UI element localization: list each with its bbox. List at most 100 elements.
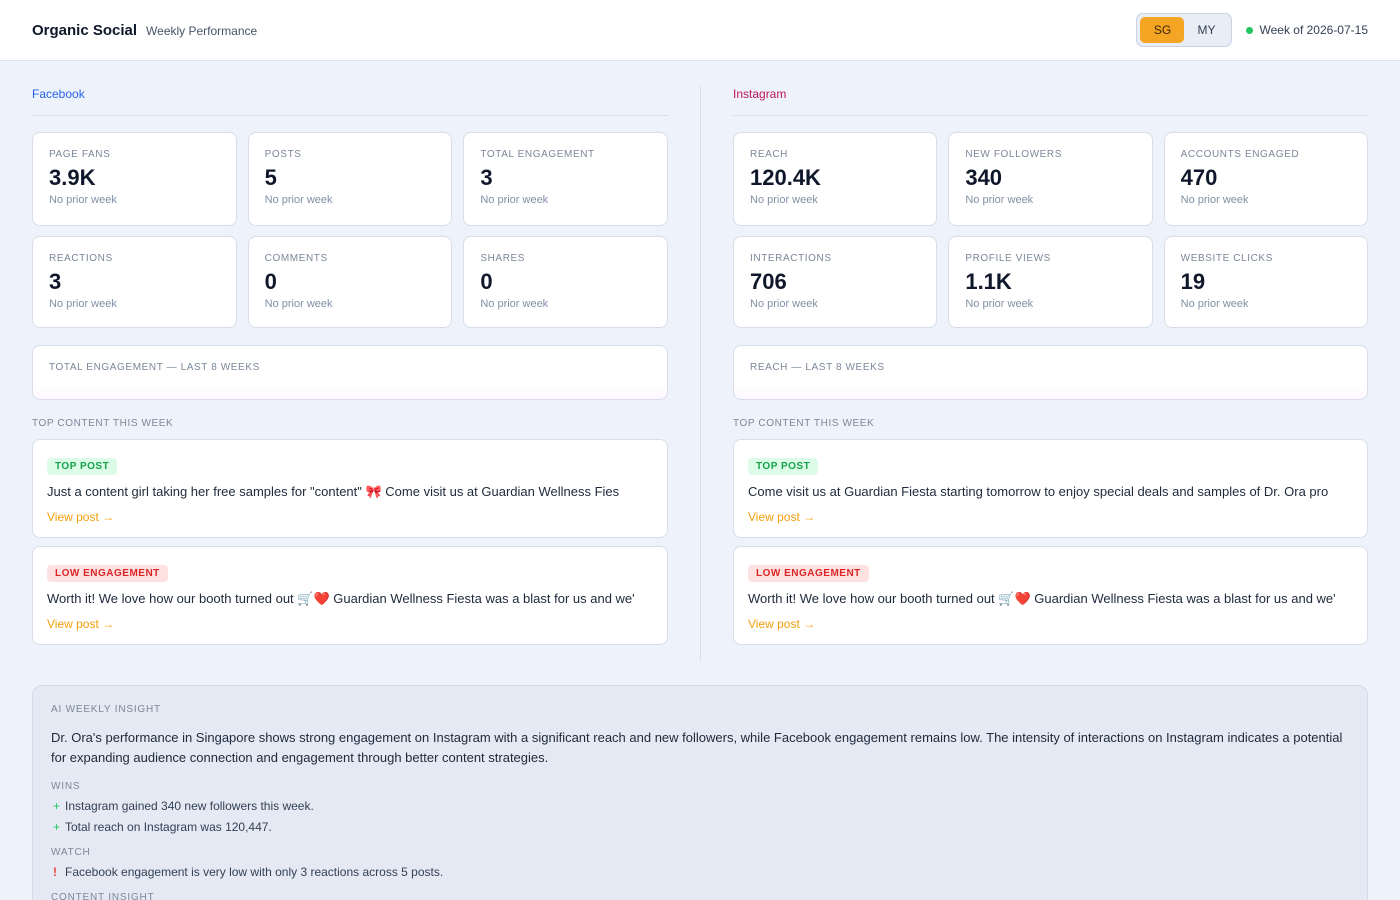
facebook-heading: Facebook	[32, 87, 85, 101]
week-label: Week of 2026-07-15	[1259, 23, 1368, 37]
app-title: Organic Social	[32, 21, 138, 39]
kpi-card-new-followers: NEW FOLLOWERS 340 No prior week	[948, 132, 1153, 226]
kpi-note: No prior week	[965, 194, 1034, 206]
kpi-label: INTERACTIONS	[750, 253, 832, 264]
post-text: Come visit us at Guardian Fiesta startin…	[748, 484, 1329, 499]
kpi-card-shares: SHARES 0 No prior week	[463, 236, 668, 328]
kpi-card-profile-views: PROFILE VIEWS 1.1K No prior week	[948, 236, 1153, 328]
facebook-kpi-grid: PAGE FANS 3.9K No prior week POSTS 5 No …	[32, 132, 668, 328]
top-post-badge: TOP POST	[47, 458, 118, 475]
win-text: Total reach on Instagram was 120,447.	[65, 820, 272, 834]
trend-label: TOTAL ENGAGEMENT — LAST 8 WEEKS	[49, 362, 260, 373]
kpi-card-total-engagement: TOTAL ENGAGEMENT 3 No prior week	[463, 132, 668, 226]
kpi-card-posts: POSTS 5 No prior week	[247, 132, 453, 226]
kpi-note: No prior week	[49, 194, 117, 206]
kpi-value: 120.4K	[750, 165, 821, 190]
view-post-link[interactable]: View post →	[47, 617, 115, 631]
kpi-label: REACH	[750, 149, 789, 160]
kpi-note: No prior week	[750, 194, 818, 206]
region-sg-button[interactable]: SG	[1140, 17, 1185, 43]
kpi-value: 3.9K	[49, 165, 96, 190]
kpi-card-comments: COMMENTS 0 No prior week	[247, 236, 453, 328]
region-my-button[interactable]: MY	[1197, 23, 1216, 37]
watch-item: ! Facebook engagement is very low with o…	[51, 865, 1349, 879]
kpi-value: 3	[49, 269, 62, 294]
column-divider	[700, 86, 701, 661]
top-content-label: TOP CONTENT THIS WEEK	[32, 418, 174, 429]
kpi-label: PAGE FANS	[49, 149, 111, 160]
trend-label: REACH — LAST 8 WEEKS	[750, 362, 885, 373]
top-post-badge: TOP POST	[748, 458, 819, 475]
instagram-low-post-card: LOW ENGAGEMENT Worth it! We love how our…	[733, 546, 1368, 645]
kpi-value: 1.1K	[965, 269, 1012, 294]
insight-summary: Dr. Ora's performance in Singapore shows…	[51, 730, 1343, 765]
watch-label: WATCH	[51, 847, 91, 858]
kpi-label: NEW FOLLOWERS	[965, 149, 1063, 160]
kpi-label: SHARES	[480, 253, 526, 264]
facebook-trend-card: TOTAL ENGAGEMENT — LAST 8 WEEKS	[32, 345, 668, 400]
instagram-divider	[733, 115, 1368, 116]
kpi-value: 706	[750, 269, 787, 294]
kpi-note: No prior week	[480, 194, 549, 206]
plus-icon: +	[53, 799, 61, 813]
kpi-value: 19	[1180, 269, 1206, 294]
top-content-label: TOP CONTENT THIS WEEK	[733, 418, 875, 429]
header-controls: SG MY Week of 2026-07-15	[1136, 13, 1368, 47]
plus-icon: +	[53, 820, 61, 834]
facebook-low-post-card: LOW ENGAGEMENT Worth it! We love how our…	[32, 546, 668, 645]
kpi-label: WEBSITE CLICKS	[1180, 253, 1273, 264]
kpi-note: No prior week	[264, 194, 333, 206]
kpi-card-website-clicks: WEBSITE CLICKS 19 No prior week	[1163, 236, 1368, 328]
wins-label: WINS	[51, 781, 81, 792]
instagram-kpi-grid: REACH 120.4K No prior week NEW FOLLOWERS…	[733, 132, 1368, 328]
win-item: + Instagram gained 340 new followers thi…	[51, 799, 1349, 813]
kpi-note: No prior week	[264, 298, 333, 310]
kpi-label: REACTIONS	[49, 253, 113, 264]
post-text: Worth it! We love how our booth turned o…	[748, 591, 1336, 606]
warning-icon: !	[53, 865, 57, 879]
view-post-link[interactable]: View post →	[748, 617, 816, 631]
kpi-value: 0	[264, 269, 277, 294]
win-text: Instagram gained 340 new followers this …	[65, 799, 314, 813]
kpi-label: TOTAL ENGAGEMENT	[480, 149, 595, 160]
post-text: Worth it! We love how our booth turned o…	[47, 591, 635, 606]
kpi-label: COMMENTS	[264, 253, 328, 264]
kpi-note: No prior week	[480, 298, 549, 310]
kpi-value: 0	[480, 269, 493, 294]
kpi-value: 340	[965, 165, 1003, 190]
kpi-note: No prior week	[1180, 298, 1249, 310]
content-insight-label: CONTENT INSIGHT	[51, 892, 155, 900]
view-post-link[interactable]: View post →	[47, 510, 115, 524]
win-item: + Total reach on Instagram was 120,447.	[51, 820, 1349, 834]
kpi-value: 470	[1180, 165, 1218, 190]
kpi-label: POSTS	[264, 149, 302, 160]
facebook-divider	[32, 115, 668, 116]
watch-text: Facebook engagement is very low with onl…	[65, 865, 444, 879]
status-dot-icon	[1246, 26, 1254, 34]
top-header: Organic Social Weekly Performance SG MY …	[0, 0, 1400, 61]
kpi-note: No prior week	[750, 298, 818, 310]
kpi-card-reach: REACH 120.4K No prior week	[733, 132, 938, 226]
instagram-trend-card: REACH — LAST 8 WEEKS	[733, 345, 1368, 400]
instagram-heading: Instagram	[733, 87, 787, 101]
post-text: Just a content girl taking her free samp…	[47, 484, 620, 499]
kpi-label: PROFILE VIEWS	[965, 253, 1051, 264]
page-subtitle: Weekly Performance	[146, 24, 258, 38]
kpi-note: No prior week	[965, 298, 1034, 310]
low-engagement-badge: LOW ENGAGEMENT	[47, 565, 168, 582]
low-engagement-badge: LOW ENGAGEMENT	[748, 565, 869, 582]
kpi-value: 5	[264, 165, 277, 190]
view-post-link[interactable]: View post →	[748, 510, 816, 524]
region-toggle: SG MY	[1136, 13, 1233, 47]
insight-label: AI WEEKLY INSIGHT	[51, 704, 161, 715]
kpi-label: ACCOUNTS ENGAGED	[1180, 149, 1300, 160]
kpi-card-reactions: REACTIONS 3 No prior week	[32, 236, 237, 328]
instagram-top-post-card: TOP POST Come visit us at Guardian Fiest…	[733, 439, 1368, 538]
kpi-value: 3	[480, 165, 493, 190]
kpi-card-interactions: INTERACTIONS 706 No prior week	[733, 236, 938, 328]
kpi-card-page-fans: PAGE FANS 3.9K No prior week	[32, 132, 237, 226]
facebook-top-post-card: TOP POST Just a content girl taking her …	[32, 439, 668, 538]
kpi-card-accounts-engaged: ACCOUNTS ENGAGED 470 No prior week	[1163, 132, 1368, 226]
week-indicator: Week of 2026-07-15	[1246, 23, 1368, 37]
kpi-note: No prior week	[1180, 194, 1249, 206]
